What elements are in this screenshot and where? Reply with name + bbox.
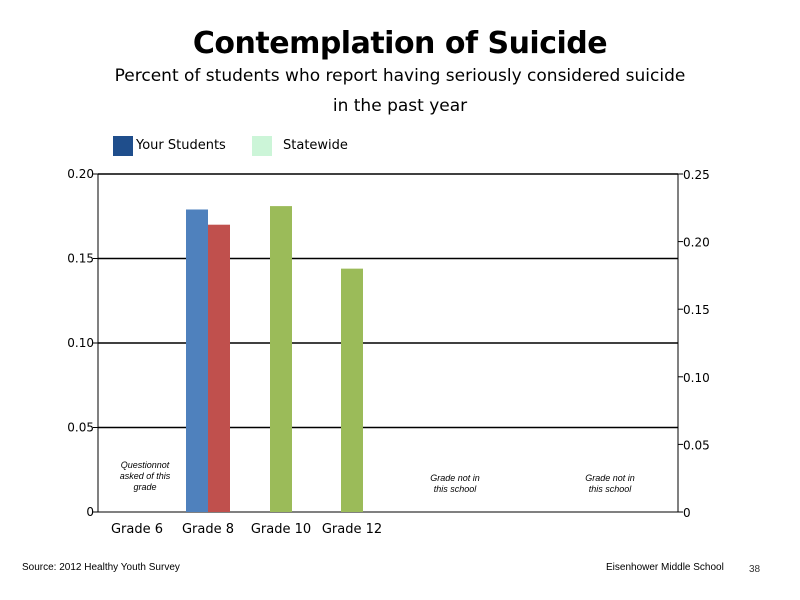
- bar: [208, 224, 230, 512]
- legend-swatch-your-students: [113, 136, 133, 156]
- x-tick-label: Grade 12: [322, 522, 382, 537]
- annotation-line: grade: [133, 482, 156, 492]
- bar: [341, 268, 363, 512]
- bar: [186, 209, 208, 513]
- y-right-tick-label: 0.05: [683, 438, 710, 452]
- y-left-tick-label: 0.05: [67, 421, 94, 435]
- chart-subtitle-line-2: in the past year: [332, 96, 468, 116]
- x-tick-label: Grade 6: [111, 522, 163, 537]
- y-right-tick-label: 0.10: [683, 371, 710, 385]
- page-number: 38: [749, 564, 761, 575]
- x-tick-label: Grade 8: [182, 522, 234, 537]
- annotation-line: Grade not in: [430, 473, 480, 483]
- annotation-line: this school: [589, 484, 633, 494]
- legend-swatch-statewide: [252, 136, 272, 156]
- y-left-tick-label: 0.10: [67, 336, 94, 350]
- y-right-tick-label: 0.15: [683, 303, 710, 317]
- chart-subtitle-line-1: Percent of students who report having se…: [114, 66, 686, 86]
- y-right-tick-label: 0.20: [683, 236, 710, 250]
- annotation-line: asked of this: [120, 471, 171, 481]
- chart-title: Contemplation of Suicide: [192, 26, 608, 61]
- annotation-line: this school: [434, 484, 478, 494]
- legend-label-your-students: Your Students: [136, 138, 226, 153]
- source-note: Source: 2012 Healthy Youth Survey: [22, 562, 180, 573]
- annotation-line: Grade not in: [585, 473, 635, 483]
- y-right-tick-label: 0.25: [683, 168, 710, 182]
- y-left-tick-label: 0: [86, 505, 94, 519]
- annotation-line: Questionnot: [121, 460, 170, 470]
- legend-label-statewide: Statewide: [283, 138, 348, 153]
- x-tick-label: Grade 10: [251, 522, 311, 537]
- school-name: Eisenhower Middle School: [606, 562, 724, 573]
- y-left-tick-label: 0.15: [67, 252, 94, 266]
- y-right-tick-label: 0: [683, 506, 691, 520]
- y-left-tick-label: 0.20: [67, 167, 94, 181]
- bar: [270, 206, 292, 513]
